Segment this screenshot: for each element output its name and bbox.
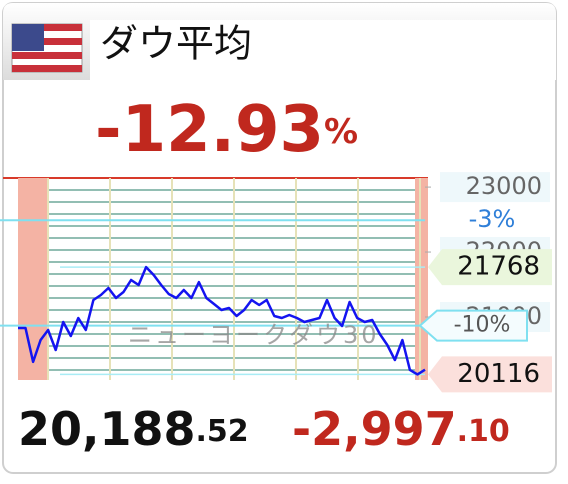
percent-sign: % <box>324 112 358 152</box>
postmarket-shade <box>415 178 428 380</box>
low-label: 20116 <box>457 359 540 389</box>
flag <box>11 23 83 73</box>
reference-label: -3% <box>469 205 516 233</box>
price-line <box>18 265 426 376</box>
price: 20,188.52 <box>18 402 249 456</box>
change-decimals: .10 <box>457 414 510 449</box>
title: ダウ平均 <box>100 22 252 66</box>
low-label-box <box>428 356 552 393</box>
premarket-shade <box>18 178 48 380</box>
title-tab <box>90 20 556 80</box>
high-label-box <box>428 249 552 286</box>
y-tick-label: 23000 <box>466 172 542 200</box>
change-int: -2,997 <box>292 402 457 456</box>
chart-subtitle: ニューヨークダウ30 <box>128 321 380 349</box>
reference-label: -10% <box>454 313 511 338</box>
tick-label-bg <box>440 172 550 203</box>
price-decimals: .52 <box>196 414 249 449</box>
change-percent: -12.93% <box>95 93 358 167</box>
high-label: 21768 <box>457 252 540 282</box>
price-int: 20,188 <box>18 402 196 456</box>
change: -2,997.10 <box>292 402 510 456</box>
change-percent-value: -12.93 <box>95 93 324 167</box>
reference-label-box <box>418 309 528 342</box>
